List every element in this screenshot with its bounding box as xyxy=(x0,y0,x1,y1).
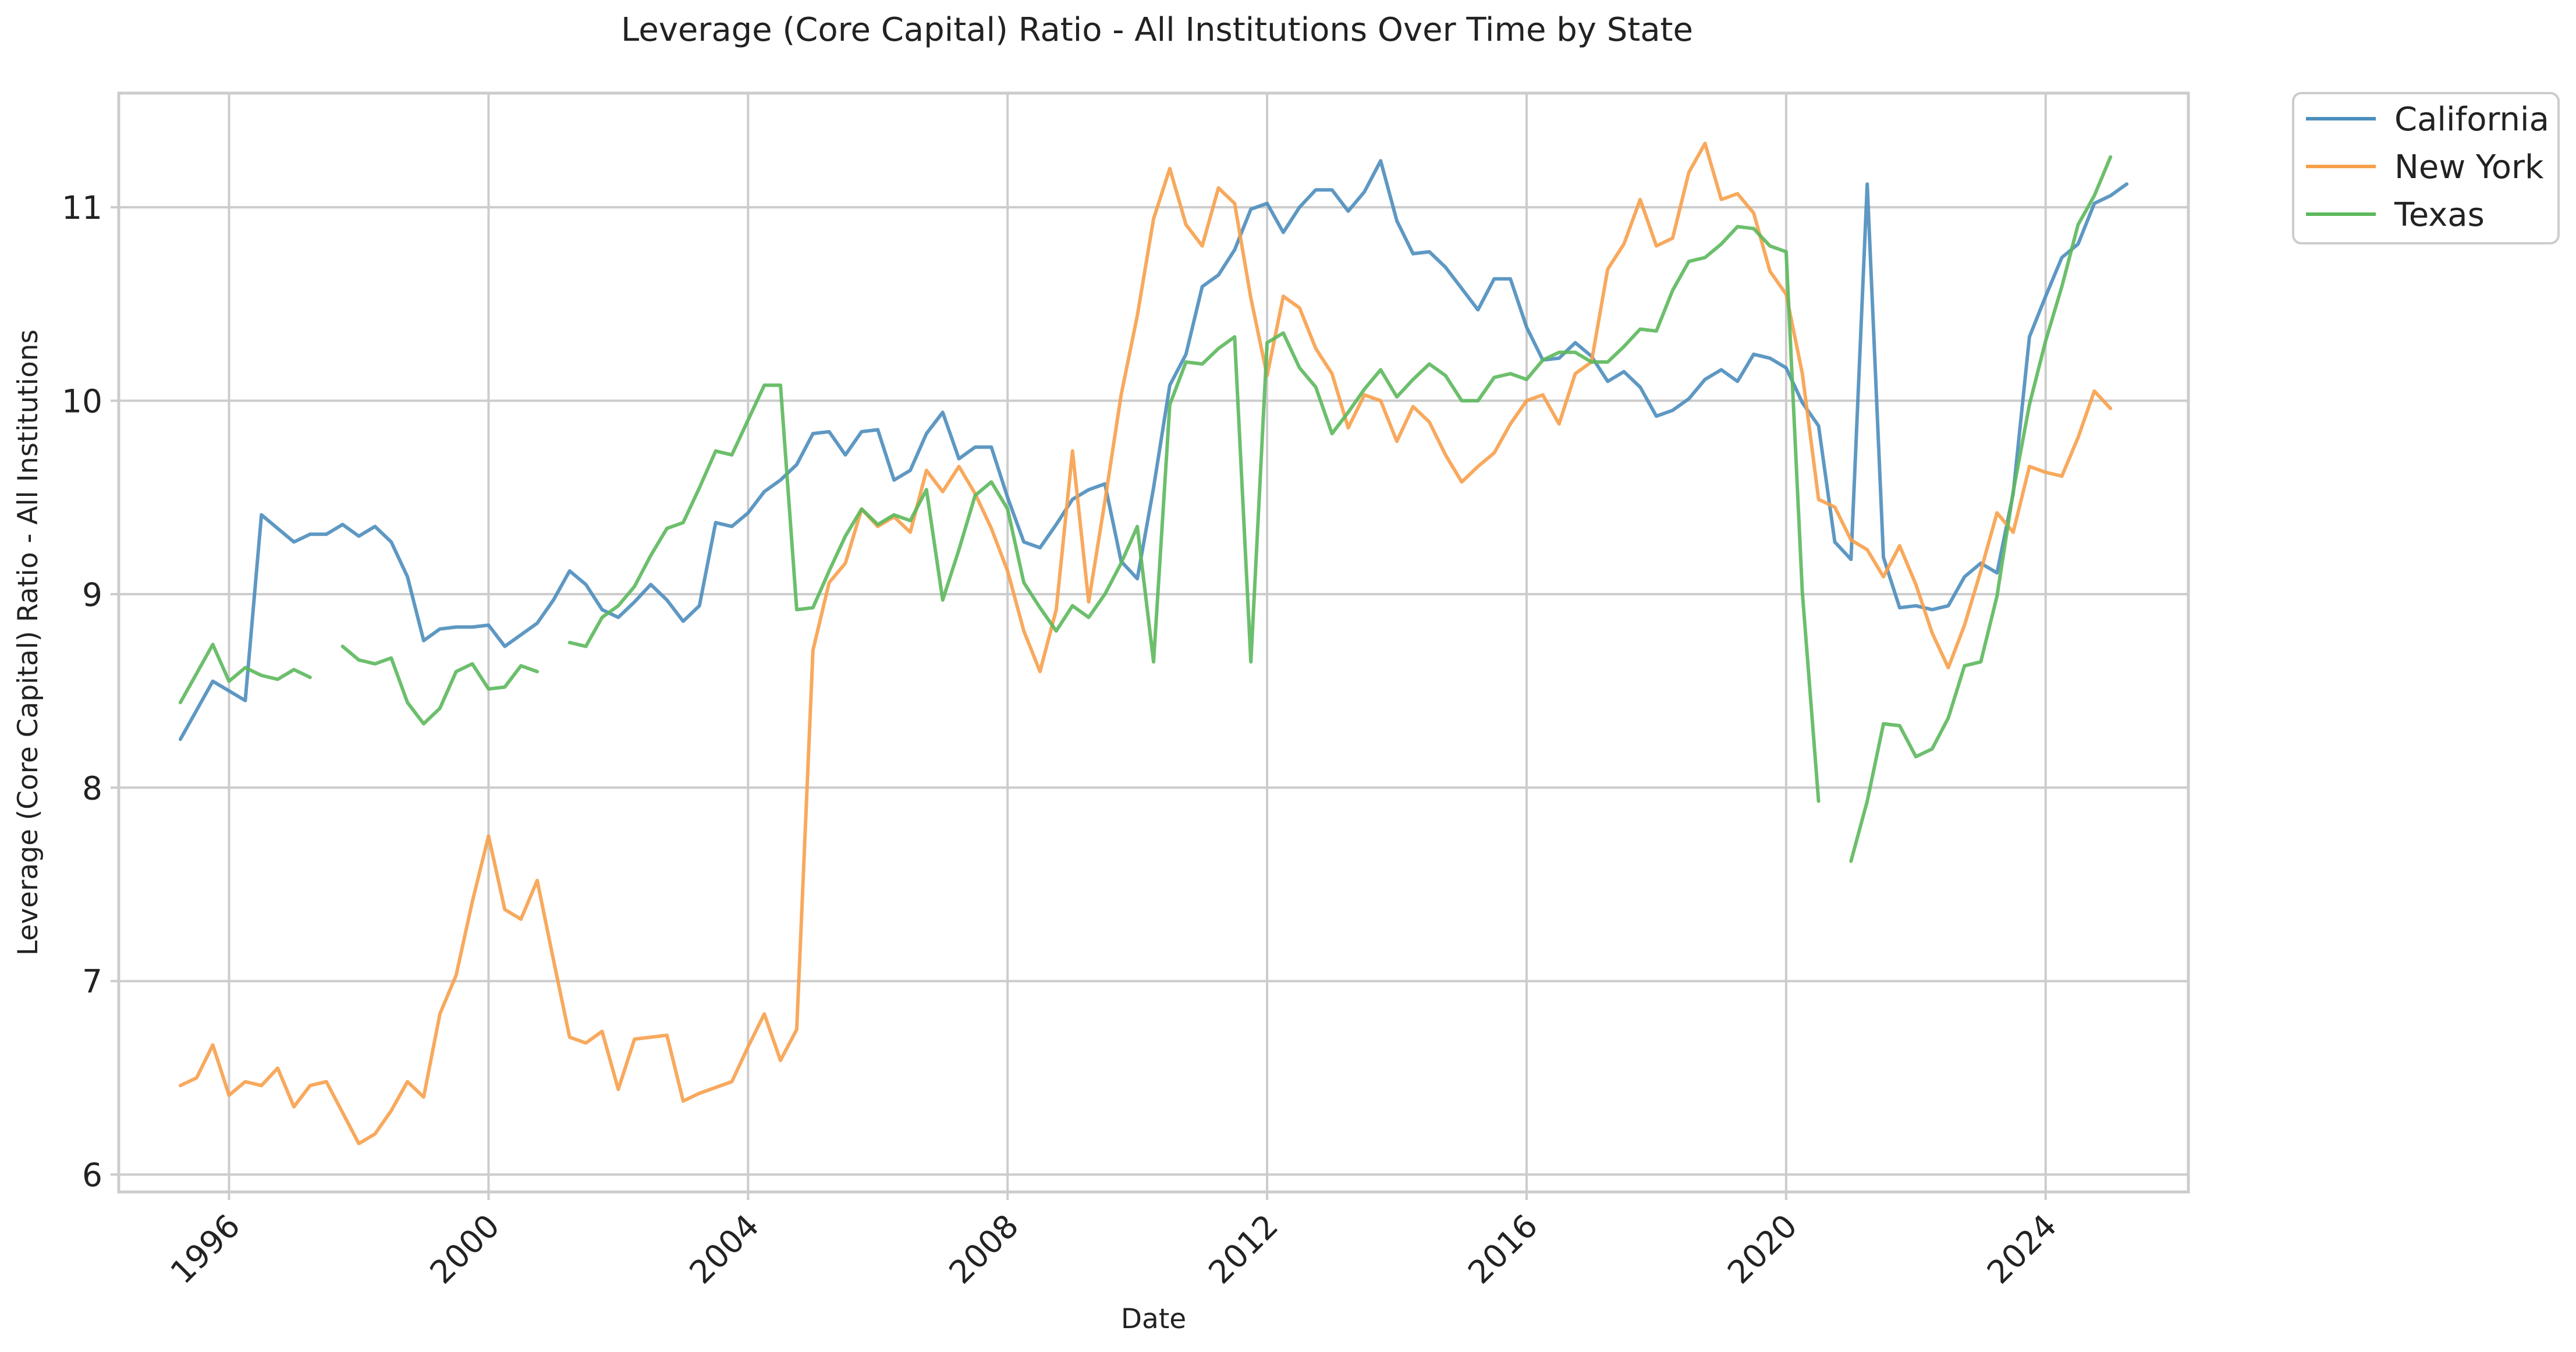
x-axis-label: Date xyxy=(1121,1303,1186,1335)
y-tick-label: 8 xyxy=(82,769,102,807)
x-tick-label: 2020 xyxy=(1720,1207,1804,1291)
legend-label: New York xyxy=(2394,148,2544,186)
x-tick-label: 2004 xyxy=(682,1207,766,1291)
legend: California New York Texas xyxy=(2292,92,2560,244)
series-line-california xyxy=(178,159,2129,741)
x-tick-label: 2000 xyxy=(423,1207,506,1291)
x-tick-label: 2012 xyxy=(1201,1207,1285,1291)
series-line-new-york xyxy=(178,141,2113,1145)
series-lines xyxy=(178,141,2129,1145)
y-axis-label: Leverage (Core Capital) Ratio - All Inst… xyxy=(12,329,44,956)
plot-frame xyxy=(117,91,2190,1194)
y-tick-label: 6 xyxy=(82,1156,102,1194)
legend-box xyxy=(2292,92,2560,244)
legend-label: Texas xyxy=(2394,196,2485,234)
grid-lines xyxy=(119,93,2188,1192)
y-axis-ticks: 6 7 8 9 10 11 xyxy=(62,189,119,1194)
x-tick-label: 2016 xyxy=(1461,1207,1545,1291)
y-tick-label: 10 xyxy=(62,383,102,420)
x-tick-label: 2024 xyxy=(1980,1207,2064,1291)
legend-label: California xyxy=(2394,101,2549,139)
x-tick-label: 2008 xyxy=(942,1207,1026,1291)
chart-title: Leverage (Core Capital) Ratio - All Inst… xyxy=(621,11,1693,49)
y-tick-label: 11 xyxy=(62,189,102,226)
y-tick-label: 7 xyxy=(82,963,102,1000)
y-tick-label: 9 xyxy=(82,576,102,613)
x-tick-label: 1996 xyxy=(163,1207,247,1291)
series-line-texas xyxy=(178,155,2113,863)
x-axis-ticks: 1996 2000 2004 2008 2012 2016 2020 2024 xyxy=(163,1192,2064,1291)
